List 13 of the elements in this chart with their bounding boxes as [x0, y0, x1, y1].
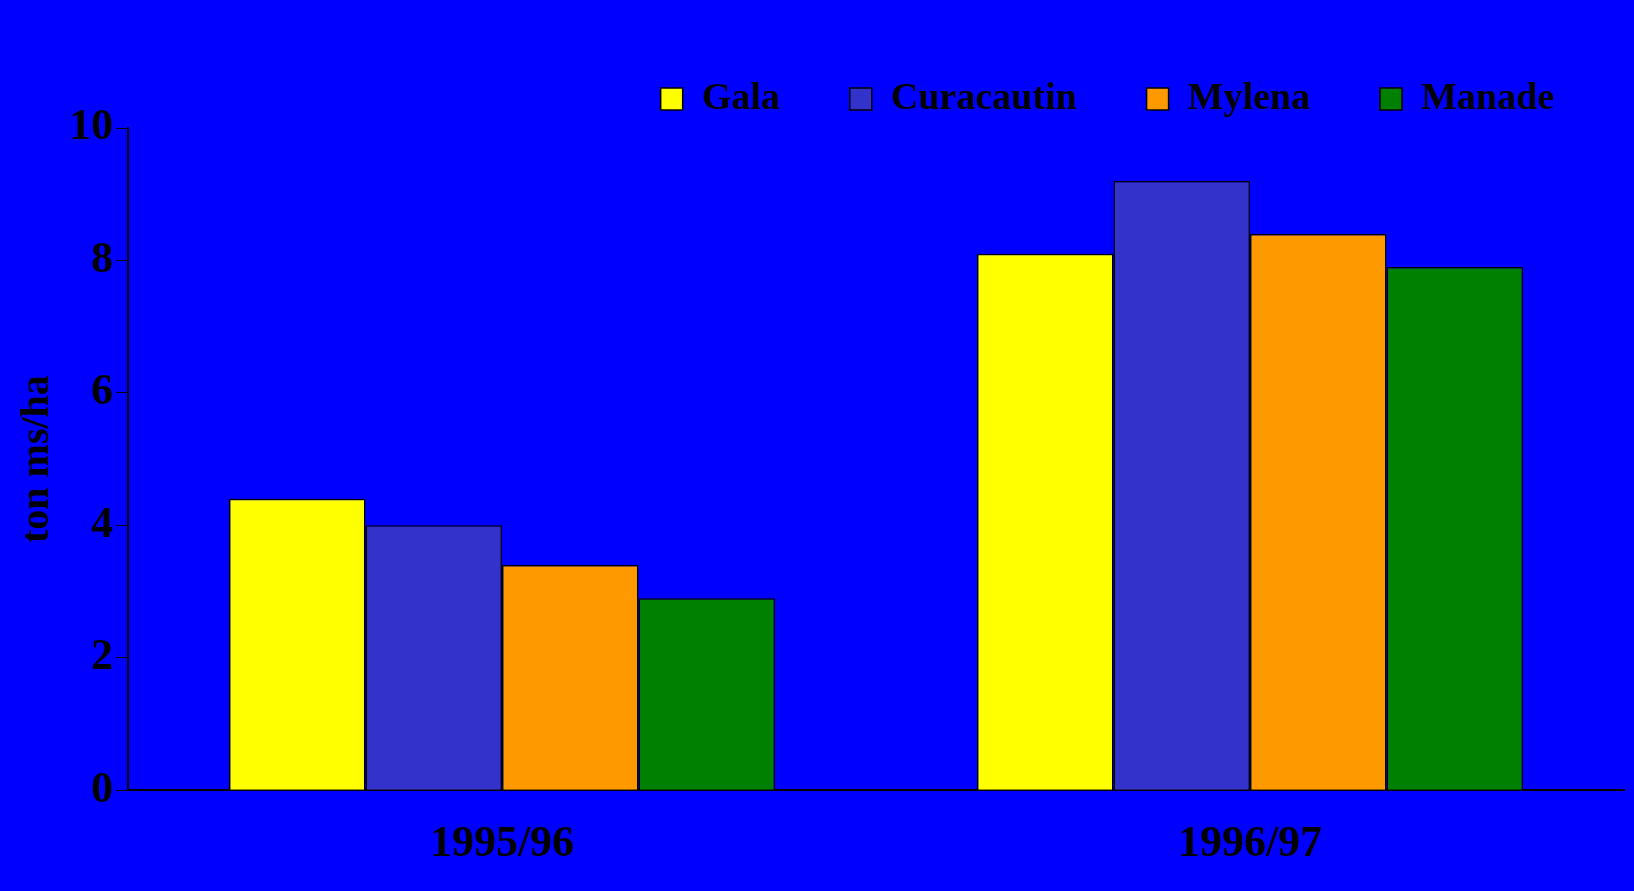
y-tick-label: 2 — [91, 630, 113, 680]
x-tick-label: 1995/96 — [429, 816, 575, 866]
legend-label: Gala — [701, 74, 780, 117]
y-tick-label: 8 — [91, 232, 113, 282]
y-tick-label: 6 — [91, 365, 113, 415]
y-axis-title: ton ms/ha — [12, 375, 58, 544]
y-tick-label: 4 — [91, 497, 113, 547]
legend-label: Mylena — [1187, 74, 1311, 117]
legend-label: Curacautin — [890, 74, 1077, 117]
y-tick-label: 0 — [91, 762, 113, 812]
x-tick-label: 1996/97 — [1177, 816, 1323, 866]
y-tick-label: 10 — [69, 100, 113, 150]
legend-label: Manade — [1421, 74, 1554, 117]
